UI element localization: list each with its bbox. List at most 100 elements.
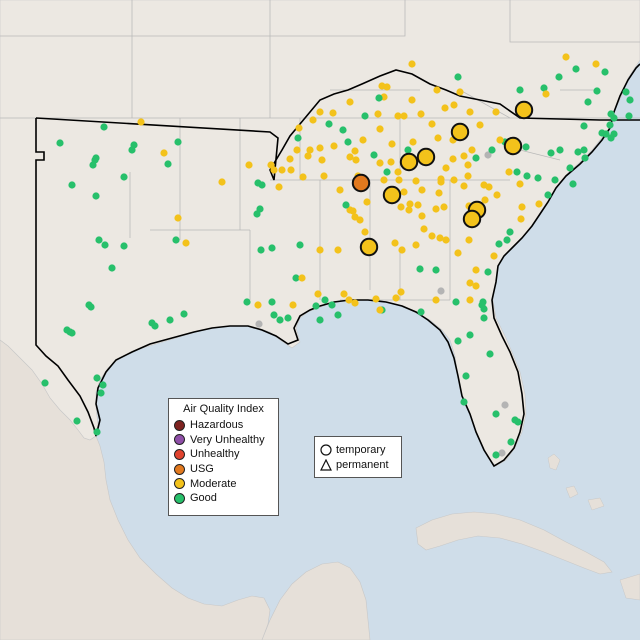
monitor-dot[interactable] <box>73 417 81 425</box>
monitor-dot[interactable] <box>166 316 174 324</box>
monitor-dot[interactable] <box>397 203 405 211</box>
monitor-dot[interactable] <box>434 134 442 142</box>
monitor-dot[interactable] <box>464 161 472 169</box>
monitor-dot[interactable] <box>383 168 391 176</box>
monitor-dot[interactable] <box>452 298 460 306</box>
monitor-dot[interactable] <box>610 114 618 122</box>
monitor-dot[interactable] <box>414 201 422 209</box>
monitor-dot[interactable] <box>409 138 417 146</box>
monitor-dot[interactable] <box>306 146 314 154</box>
monitor-dot[interactable] <box>289 301 297 309</box>
monitor-dot[interactable] <box>174 214 182 222</box>
monitor-dot[interactable] <box>312 302 320 310</box>
monitor-dot[interactable] <box>432 296 440 304</box>
monitor-dot[interactable] <box>498 449 506 457</box>
monitor-dot[interactable] <box>454 249 462 257</box>
monitor-dot[interactable] <box>316 246 324 254</box>
monitor-dot[interactable] <box>95 236 103 244</box>
monitor-dot[interactable] <box>607 134 615 142</box>
monitor-dot[interactable] <box>428 120 436 128</box>
monitor-dot[interactable] <box>321 296 329 304</box>
monitor-dot[interactable] <box>454 73 462 81</box>
monitor-dot[interactable] <box>450 176 458 184</box>
monitor-dot[interactable] <box>376 125 384 133</box>
monitor-dot[interactable] <box>466 108 474 116</box>
monitor-dot[interactable] <box>495 240 503 248</box>
monitor-dot[interactable] <box>108 264 116 272</box>
monitor-dot[interactable] <box>316 144 324 152</box>
monitor-dot[interactable] <box>400 188 408 196</box>
monitor-dot[interactable] <box>359 136 367 144</box>
monitor-dot[interactable] <box>243 298 251 306</box>
monitor-dot[interactable] <box>400 112 408 120</box>
monitor-dot[interactable] <box>372 295 380 303</box>
monitor-dot[interactable] <box>476 121 484 129</box>
monitor-dot[interactable] <box>299 173 307 181</box>
monitor-dot[interactable] <box>328 301 336 309</box>
monitor-dot[interactable] <box>562 53 570 61</box>
monitor-dot[interactable] <box>488 146 496 154</box>
monitor-dot[interactable] <box>412 177 420 185</box>
monitor-dot[interactable] <box>581 154 589 162</box>
temporary-monitor-marker[interactable] <box>450 122 470 142</box>
monitor-dot[interactable] <box>361 112 369 120</box>
monitor-dot[interactable] <box>345 296 353 304</box>
monitor-dot[interactable] <box>255 320 263 328</box>
monitor-dot[interactable] <box>298 274 306 282</box>
monitor-dot[interactable] <box>408 96 416 104</box>
monitor-dot[interactable] <box>507 438 515 446</box>
monitor-dot[interactable] <box>466 279 474 287</box>
monitor-dot[interactable] <box>395 176 403 184</box>
monitor-dot[interactable] <box>551 176 559 184</box>
monitor-dot[interactable] <box>484 151 492 159</box>
monitor-dot[interactable] <box>622 88 630 96</box>
monitor-dot[interactable] <box>420 225 428 233</box>
monitor-dot[interactable] <box>276 316 284 324</box>
monitor-dot[interactable] <box>481 196 489 204</box>
monitor-dot[interactable] <box>336 186 344 194</box>
monitor-dot[interactable] <box>89 161 97 169</box>
monitor-dot[interactable] <box>416 265 424 273</box>
monitor-dot[interactable] <box>376 306 384 314</box>
monitor-dot[interactable] <box>137 118 145 126</box>
monitor-dot[interactable] <box>523 172 531 180</box>
monitor-dot[interactable] <box>380 176 388 184</box>
monitor-dot[interactable] <box>172 236 180 244</box>
monitor-dot[interactable] <box>257 246 265 254</box>
monitor-dot[interactable] <box>405 206 413 214</box>
monitor-dot[interactable] <box>160 149 168 157</box>
monitor-dot[interactable] <box>374 110 382 118</box>
monitor-dot[interactable] <box>320 172 328 180</box>
monitor-dot[interactable] <box>472 154 480 162</box>
monitor-dot[interactable] <box>397 288 405 296</box>
monitor-dot[interactable] <box>346 206 354 214</box>
monitor-dot[interactable] <box>580 146 588 154</box>
monitor-dot[interactable] <box>598 129 606 137</box>
monitor-dot[interactable] <box>555 73 563 81</box>
monitor-dot[interactable] <box>442 164 450 172</box>
monitor-dot[interactable] <box>304 152 312 160</box>
monitor-dot[interactable] <box>394 112 402 120</box>
monitor-dot[interactable] <box>442 236 450 244</box>
monitor-dot[interactable] <box>501 401 509 409</box>
monitor-dot[interactable] <box>437 287 445 295</box>
monitor-dot[interactable] <box>492 108 500 116</box>
monitor-dot[interactable] <box>440 203 448 211</box>
monitor-dot[interactable] <box>503 236 511 244</box>
monitor-dot[interactable] <box>346 98 354 106</box>
monitor-dot[interactable] <box>580 122 588 130</box>
monitor-dot[interactable] <box>388 140 396 148</box>
monitor-dot[interactable] <box>120 242 128 250</box>
temporary-monitor-marker[interactable] <box>399 152 419 172</box>
monitor-dot[interactable] <box>99 381 107 389</box>
monitor-dot[interactable] <box>593 87 601 95</box>
monitor-dot[interactable] <box>286 155 294 163</box>
monitor-dot[interactable] <box>92 192 100 200</box>
monitor-dot[interactable] <box>284 314 292 322</box>
monitor-dot[interactable] <box>296 241 304 249</box>
monitor-dot[interactable] <box>522 143 530 151</box>
monitor-dot[interactable] <box>450 101 458 109</box>
monitor-dot[interactable] <box>339 126 347 134</box>
